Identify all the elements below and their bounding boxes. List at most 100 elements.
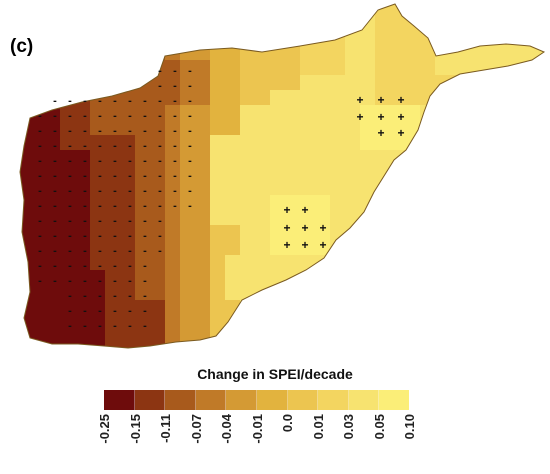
negative-significance-marker: - bbox=[128, 200, 132, 212]
grid-cell bbox=[525, 240, 541, 256]
positive-significance-marker: + bbox=[397, 126, 404, 140]
grid-cell bbox=[105, 45, 121, 61]
grid-cell bbox=[105, 30, 121, 46]
grid-cell bbox=[495, 315, 511, 331]
grid-cell bbox=[60, 315, 76, 331]
positive-significance-marker: + bbox=[377, 110, 384, 124]
grid-cell bbox=[120, 45, 136, 61]
grid-cell bbox=[225, 330, 241, 346]
negative-significance-marker: - bbox=[68, 95, 72, 107]
grid-cell bbox=[450, 270, 466, 286]
grid-cell bbox=[120, 15, 136, 31]
grid-cell bbox=[360, 285, 376, 301]
panel-label: (c) bbox=[10, 36, 34, 57]
negative-significance-marker: - bbox=[173, 95, 177, 107]
grid-cell bbox=[240, 345, 256, 348]
grid-cell bbox=[165, 240, 181, 256]
grid-cell bbox=[30, 60, 46, 76]
grid-cell bbox=[285, 225, 301, 241]
grid-cell bbox=[90, 120, 106, 136]
grid-cell bbox=[495, 30, 511, 46]
grid-cell bbox=[210, 60, 226, 76]
grid-cell bbox=[210, 240, 226, 256]
grid-cell bbox=[435, 135, 451, 151]
grid-cell bbox=[150, 225, 166, 241]
grid-cell bbox=[90, 60, 106, 76]
grid-cell bbox=[165, 195, 181, 211]
grid-cell bbox=[375, 225, 391, 241]
grid-cell bbox=[30, 285, 46, 301]
grid-cell bbox=[465, 255, 481, 271]
grid-cell bbox=[210, 30, 226, 46]
grid-cell bbox=[375, 180, 391, 196]
grid-cell bbox=[60, 105, 76, 121]
grid-cell bbox=[495, 165, 511, 181]
negative-significance-marker: - bbox=[128, 110, 132, 122]
grid-cell bbox=[360, 120, 376, 136]
grid-cell bbox=[90, 285, 106, 301]
grid-cell bbox=[150, 240, 166, 256]
grid-cell bbox=[480, 105, 496, 121]
legend-title: Change in SPEI/decade bbox=[197, 366, 353, 382]
grid-cell bbox=[525, 195, 541, 211]
legend-swatch-6 bbox=[287, 390, 319, 410]
grid-cell bbox=[210, 180, 226, 196]
grid-cell bbox=[345, 90, 361, 106]
grid-cell bbox=[165, 75, 181, 91]
grid-cell bbox=[315, 225, 331, 241]
grid-cell bbox=[330, 30, 346, 46]
negative-significance-marker: - bbox=[173, 200, 177, 212]
negative-significance-marker: - bbox=[68, 305, 72, 317]
grid-cell bbox=[450, 4, 466, 16]
negative-significance-marker: - bbox=[98, 215, 102, 227]
grid-cell bbox=[45, 120, 61, 136]
grid-cell bbox=[270, 240, 286, 256]
grid-cell bbox=[510, 225, 526, 241]
grid-cell bbox=[20, 150, 31, 166]
grid-cell bbox=[135, 30, 151, 46]
negative-significance-marker: - bbox=[158, 155, 162, 167]
grid-cell bbox=[75, 75, 91, 91]
grid-cell bbox=[465, 240, 481, 256]
negative-significance-marker: - bbox=[83, 200, 87, 212]
grid-cell bbox=[420, 180, 436, 196]
grid-cell bbox=[405, 60, 421, 76]
grid-cell bbox=[225, 225, 241, 241]
grid-cell bbox=[300, 120, 316, 136]
grid-cell bbox=[60, 15, 76, 31]
grid-cell bbox=[405, 330, 421, 346]
negative-significance-marker: - bbox=[68, 185, 72, 197]
grid-cell bbox=[75, 300, 91, 316]
grid-cell bbox=[210, 195, 226, 211]
grid-cell bbox=[330, 240, 346, 256]
grid-cell bbox=[450, 105, 466, 121]
grid-cell bbox=[405, 210, 421, 226]
negative-significance-marker: - bbox=[143, 125, 147, 137]
grid-cell bbox=[105, 150, 121, 166]
grid-cell bbox=[210, 315, 226, 331]
negative-significance-marker: - bbox=[83, 170, 87, 182]
grid-cell bbox=[435, 120, 451, 136]
grid-cell bbox=[540, 75, 544, 91]
grid-cell bbox=[225, 45, 241, 61]
grid-cell bbox=[135, 195, 151, 211]
grid-cell bbox=[210, 75, 226, 91]
grid-cell bbox=[495, 90, 511, 106]
grid-cell bbox=[240, 225, 256, 241]
grid-cell bbox=[285, 135, 301, 151]
grid-cell bbox=[30, 225, 46, 241]
grid-cell bbox=[75, 120, 91, 136]
grid-cell bbox=[150, 105, 166, 121]
grid-cell bbox=[495, 15, 511, 31]
grid-cell bbox=[315, 135, 331, 151]
grid-cell bbox=[210, 210, 226, 226]
grid-cell bbox=[240, 105, 256, 121]
negative-significance-marker: - bbox=[188, 200, 192, 212]
grid-cell bbox=[30, 135, 46, 151]
grid-cell bbox=[20, 195, 31, 211]
grid-cell bbox=[20, 240, 31, 256]
grid-cell bbox=[75, 210, 91, 226]
grid-cell bbox=[60, 240, 76, 256]
grid-cell bbox=[375, 195, 391, 211]
grid-cell bbox=[180, 210, 196, 226]
